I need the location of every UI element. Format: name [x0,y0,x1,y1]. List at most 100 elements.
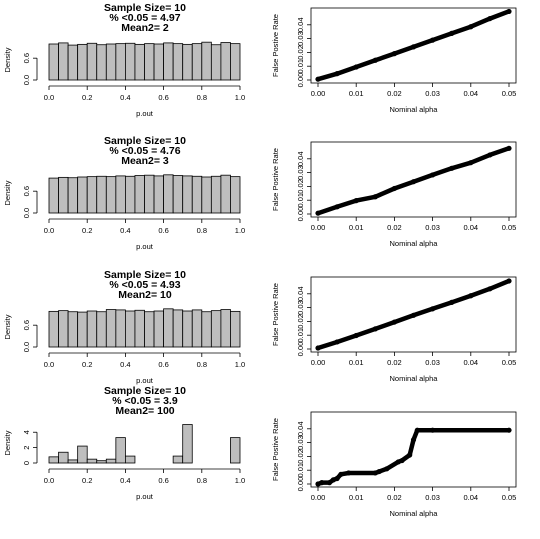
histogram-bar [77,311,88,348]
y-tick-label: 0.01 [296,463,305,478]
histogram-bar [153,310,165,348]
x-tick-label: 0.04 [463,493,478,502]
histogram-bar [134,309,145,348]
plot-frame [310,141,517,218]
plot-frame [310,276,517,353]
y-tick-label: 0.02 [296,449,305,464]
y-tick-label: 0.02 [296,179,305,194]
x-tick-label: 0.2 [82,93,92,102]
fpr-point [372,326,378,332]
fpr-point [487,286,493,292]
y-tick-label: 0.03 [296,435,305,450]
histogram-bar [163,308,174,348]
histogram-bar [210,310,222,348]
x-tick-label: 0.6 [158,476,168,485]
fpr-point [430,37,436,43]
histogram-bar [201,41,212,81]
chart-title-line: Sample Size= 10 [104,269,186,281]
fpr-point [399,457,405,464]
y-tick-label: 0.04 [296,421,305,436]
histogram-bar [105,43,117,81]
x-tick-label: 1.0 [235,476,245,485]
x-tick-label: 0.2 [82,360,92,369]
fpr-point [487,152,493,158]
fpr-point [468,160,474,166]
histogram-bar [201,176,212,214]
x-tick-label: 0.8 [197,360,207,369]
chart-title-line: Mean2= 2 [121,22,169,34]
x-tick-label: 0.00 [311,223,326,232]
histogram-bar [134,175,145,214]
fpr-point [414,427,420,433]
fpr-point [430,427,436,433]
histogram-bar [67,44,79,81]
y-tick-label: 0.00 [296,207,305,222]
x-tick-label: 0.8 [197,226,207,235]
fpr-point [334,204,340,210]
histogram-bar [48,310,59,348]
fpr-point [319,480,325,486]
x-tick-label: 0.03 [425,89,440,98]
x-tick-label: 0.01 [349,223,364,232]
fpr-point [315,210,321,216]
histogram-bar [96,460,107,464]
fpr-point [449,30,455,36]
x-tick-label: 0.05 [502,223,517,232]
x-axis-label: Nominal alpha [390,374,439,383]
x-axis-label: Nominal alpha [390,239,439,248]
fpr-point [487,15,493,22]
fpr-point [468,293,474,299]
x-axis-label: p.out [136,376,154,385]
histogram-bar [105,176,117,214]
x-tick-label: 0.4 [120,226,130,235]
x-axis-label: p.out [136,492,154,501]
fpr-point [391,319,397,325]
histogram-bar [67,459,79,464]
histogram-bar [153,175,165,214]
x-tick-label: 0.0 [44,226,54,235]
fpr-point [430,306,436,312]
x-tick-label: 0.2 [82,226,92,235]
fpr-point [345,470,352,476]
fpr-point [384,466,390,472]
histogram-bar [191,43,203,81]
histogram-bar [86,176,98,214]
histogram-bar [220,174,231,214]
histogram-bar [172,455,184,464]
histogram-bar [210,175,222,214]
fpr-point [334,339,340,345]
histogram-bar [172,43,184,81]
fpr-point [506,427,512,433]
histogram-bar [220,309,231,348]
x-tick-label: 0.03 [425,223,440,232]
chart-title-line: % <0.05 = 4.97 [109,12,180,24]
x-tick-label: 0.05 [502,358,517,367]
histogram-bar [86,310,98,348]
x-tick-label: 0.0 [44,93,54,102]
histogram-bar [105,309,117,348]
chart-title-line: % <0.05 = 4.93 [109,279,180,291]
y-tick-label: 4 [22,430,31,434]
histogram-bar [105,458,117,464]
fpr-point [506,145,512,151]
y-tick-label: 0.02 [296,314,305,329]
histogram-bar [191,175,203,214]
fpr-point [449,165,455,171]
histogram-bar [77,445,88,464]
x-axis-label: Nominal alpha [390,105,439,114]
fpr-point [506,278,512,284]
x-tick-label: 0.05 [502,89,517,98]
histogram-bar [230,310,241,348]
x-tick-label: 0.4 [120,360,130,369]
x-tick-label: 1.0 [235,93,245,102]
x-axis-label: Nominal alpha [390,509,439,518]
fpr-point [407,452,413,458]
fpr-point [391,185,397,192]
chart-title-line: Mean2= 100 [115,405,174,417]
histogram-bar [86,42,98,81]
